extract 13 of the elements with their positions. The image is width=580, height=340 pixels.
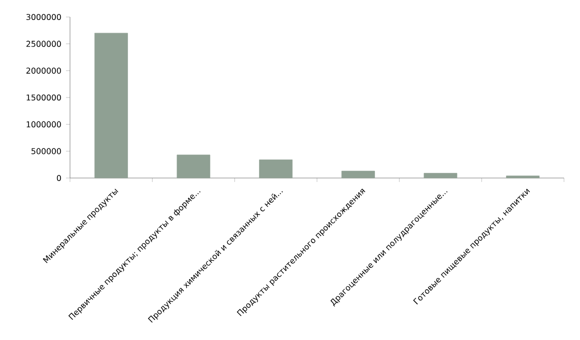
bar: [94, 32, 128, 178]
y-tick-label: 500000: [32, 148, 61, 154]
bar: [506, 176, 540, 178]
bar: [341, 170, 375, 178]
y-tick-label: 2000000: [26, 68, 61, 74]
y-tick-label: 1000000: [26, 121, 61, 128]
bar: [259, 160, 293, 178]
y-tick-label: 0: [56, 174, 61, 182]
bar: [424, 172, 458, 178]
bar: [176, 154, 210, 178]
y-tick-label: 1500000: [26, 94, 61, 101]
y-tick-label: 3000000: [26, 14, 61, 20]
y-tick-label: 2500000: [26, 40, 61, 47]
